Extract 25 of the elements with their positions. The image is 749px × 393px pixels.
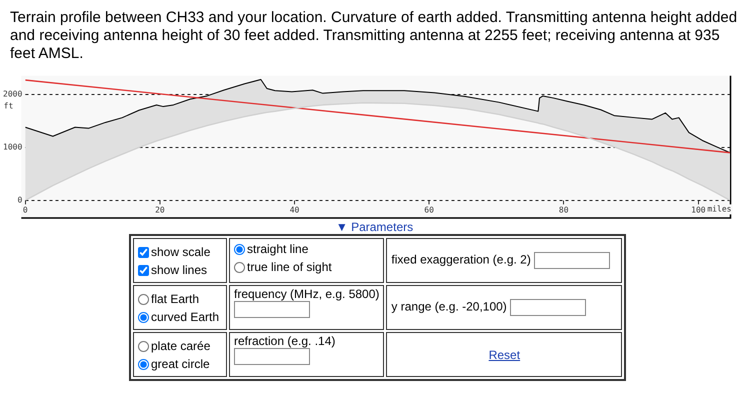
text: fixed exaggeration (e.g. 2) (391, 252, 531, 267)
y-tick-label: 1000 (3, 142, 22, 152)
x-tick-label: 40 (290, 205, 300, 214)
x-tick-label: 80 (558, 205, 569, 214)
text: plate carée (151, 338, 210, 352)
text: frequency (MHz, e.g. 5800) (234, 287, 380, 301)
y-tick-label: 0 (17, 195, 22, 204)
text: refraction (e.g. .14) (234, 334, 336, 348)
x-tick-label: 60 (424, 205, 434, 214)
chart-title: Terrain profile between CH33 and your location. Curvature of earth added. Transmitting antenna height added and receiving antenna height of 30 feet added. Transmitting antenna at 2255 feet; receiving antenna at 935 feet AMSL. (10, 9, 738, 63)
y-tick-label: 2000 (3, 89, 22, 98)
x-axis-title: miles (707, 204, 732, 214)
text: ▼ Parameters (336, 220, 414, 234)
text: show scale (151, 244, 210, 258)
text: show lines (151, 262, 208, 276)
text: great circle (151, 356, 210, 370)
y-axis-title: ft (4, 101, 14, 110)
x-tick-label: 100 (691, 205, 706, 214)
text: true line of sight (247, 260, 332, 274)
text: Reset (488, 348, 520, 362)
text: y range (e.g. -20,100) (391, 300, 507, 314)
text: straight line (247, 242, 308, 256)
text: curved Earth (151, 310, 220, 324)
text: flat Earth (151, 292, 200, 306)
x-tick-label: 20 (155, 205, 165, 214)
